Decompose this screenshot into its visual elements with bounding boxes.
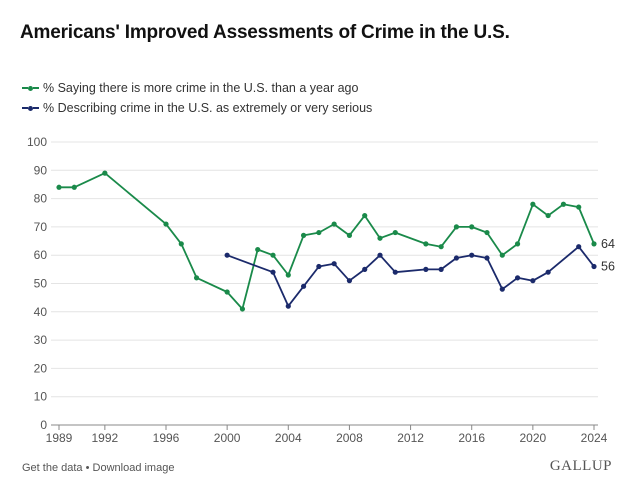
legend-label-more-crime: % Saying there is more crime in the U.S.… bbox=[43, 81, 359, 95]
data-point bbox=[163, 221, 169, 227]
data-point bbox=[285, 303, 291, 309]
data-point bbox=[530, 201, 536, 207]
data-point bbox=[255, 246, 261, 253]
data-point bbox=[438, 244, 444, 250]
data-point bbox=[346, 278, 353, 284]
data-point bbox=[514, 275, 521, 281]
x-tick-label: 2020 bbox=[520, 431, 547, 445]
x-tick-label: 1992 bbox=[92, 431, 119, 445]
data-point bbox=[484, 255, 490, 261]
data-point bbox=[576, 244, 582, 250]
data-point bbox=[514, 241, 521, 247]
data-point bbox=[362, 212, 368, 219]
get-data-link[interactable]: Get the data bbox=[22, 462, 83, 474]
y-tick-label: 10 bbox=[34, 390, 48, 404]
data-point bbox=[239, 306, 246, 312]
data-point bbox=[530, 278, 536, 284]
data-point bbox=[545, 212, 551, 219]
x-tick-label: 2004 bbox=[275, 431, 302, 445]
data-point bbox=[591, 263, 597, 270]
y-axis-ticks: 0 10 20 30 40 50 60 70 80 90 100 bbox=[27, 135, 47, 432]
download-image-link[interactable]: Download image bbox=[92, 462, 175, 474]
y-tick-label: 50 bbox=[34, 277, 48, 291]
gallup-logo: GALLUP bbox=[549, 458, 612, 474]
data-point bbox=[270, 252, 276, 258]
y-tick-label: 100 bbox=[27, 135, 47, 149]
data-point bbox=[469, 252, 475, 258]
y-tick-label: 30 bbox=[34, 333, 48, 347]
legend-marker-navy bbox=[22, 105, 39, 111]
y-tick-label: 60 bbox=[34, 248, 48, 262]
data-point bbox=[392, 269, 398, 275]
data-point bbox=[178, 241, 184, 247]
end-value-label: 64 bbox=[601, 237, 615, 251]
data-point bbox=[331, 221, 337, 227]
data-point bbox=[499, 286, 505, 292]
data-point bbox=[392, 229, 398, 236]
data-point bbox=[102, 170, 108, 176]
x-tick-label: 2008 bbox=[336, 431, 363, 445]
series-line-0 bbox=[59, 172, 595, 310]
legend-label-serious: % Describing crime in the U.S. as extrem… bbox=[43, 101, 373, 115]
legend: % Saying there is more crime in the U.S.… bbox=[22, 78, 372, 118]
data-point bbox=[362, 266, 368, 272]
data-point bbox=[300, 283, 307, 289]
x-tick-label: 2016 bbox=[458, 431, 485, 445]
chart-title: Americans' Improved Assessments of Crime… bbox=[20, 22, 510, 43]
data-point bbox=[56, 184, 62, 190]
data-point bbox=[71, 184, 77, 190]
data-point bbox=[316, 263, 322, 270]
data-point bbox=[453, 224, 460, 230]
footer-links: Get the data • Download image bbox=[22, 462, 174, 474]
data-point bbox=[377, 235, 383, 241]
y-tick-label: 20 bbox=[34, 361, 48, 375]
y-tick-label: 70 bbox=[34, 220, 48, 234]
x-tick-label: 2024 bbox=[581, 431, 608, 445]
x-axis-ticks: 1989 1992 1996 2000 2004 2008 2012 2016 2020 2024 bbox=[46, 425, 608, 445]
legend-item-serious: % Describing crime in the U.S. as extrem… bbox=[22, 98, 372, 118]
legend-item-more-crime: % Saying there is more crime in the U.S.… bbox=[22, 78, 372, 98]
series-layer: 64 56 bbox=[56, 170, 615, 312]
data-point bbox=[545, 269, 551, 275]
x-tick-label: 2012 bbox=[397, 431, 424, 445]
y-tick-label: 40 bbox=[34, 305, 48, 319]
data-point bbox=[270, 269, 276, 275]
x-tick-label: 1989 bbox=[46, 431, 73, 445]
data-point bbox=[576, 204, 582, 210]
data-point bbox=[224, 252, 230, 258]
data-point bbox=[193, 275, 200, 281]
data-point bbox=[469, 224, 475, 230]
data-point bbox=[346, 232, 353, 238]
data-point bbox=[560, 201, 567, 207]
grid-lines bbox=[51, 141, 598, 426]
data-point bbox=[423, 241, 429, 247]
y-tick-label: 90 bbox=[34, 163, 48, 177]
data-point bbox=[591, 241, 597, 247]
x-tick-label: 2000 bbox=[214, 431, 241, 445]
data-point bbox=[438, 266, 444, 272]
data-point bbox=[300, 232, 307, 238]
data-point bbox=[484, 229, 490, 236]
legend-marker-green bbox=[22, 85, 39, 91]
data-point bbox=[377, 252, 383, 258]
data-point bbox=[453, 255, 460, 261]
end-value-label: 56 bbox=[601, 260, 615, 274]
x-tick-label: 1996 bbox=[153, 431, 180, 445]
data-point bbox=[224, 289, 230, 295]
data-point bbox=[499, 252, 505, 258]
data-point bbox=[331, 261, 337, 267]
footer-separator: • bbox=[82, 462, 93, 474]
data-point bbox=[285, 272, 291, 278]
data-point bbox=[316, 229, 322, 236]
y-tick-label: 80 bbox=[34, 192, 48, 206]
data-point bbox=[423, 266, 429, 272]
y-tick-label: 0 bbox=[40, 418, 47, 432]
